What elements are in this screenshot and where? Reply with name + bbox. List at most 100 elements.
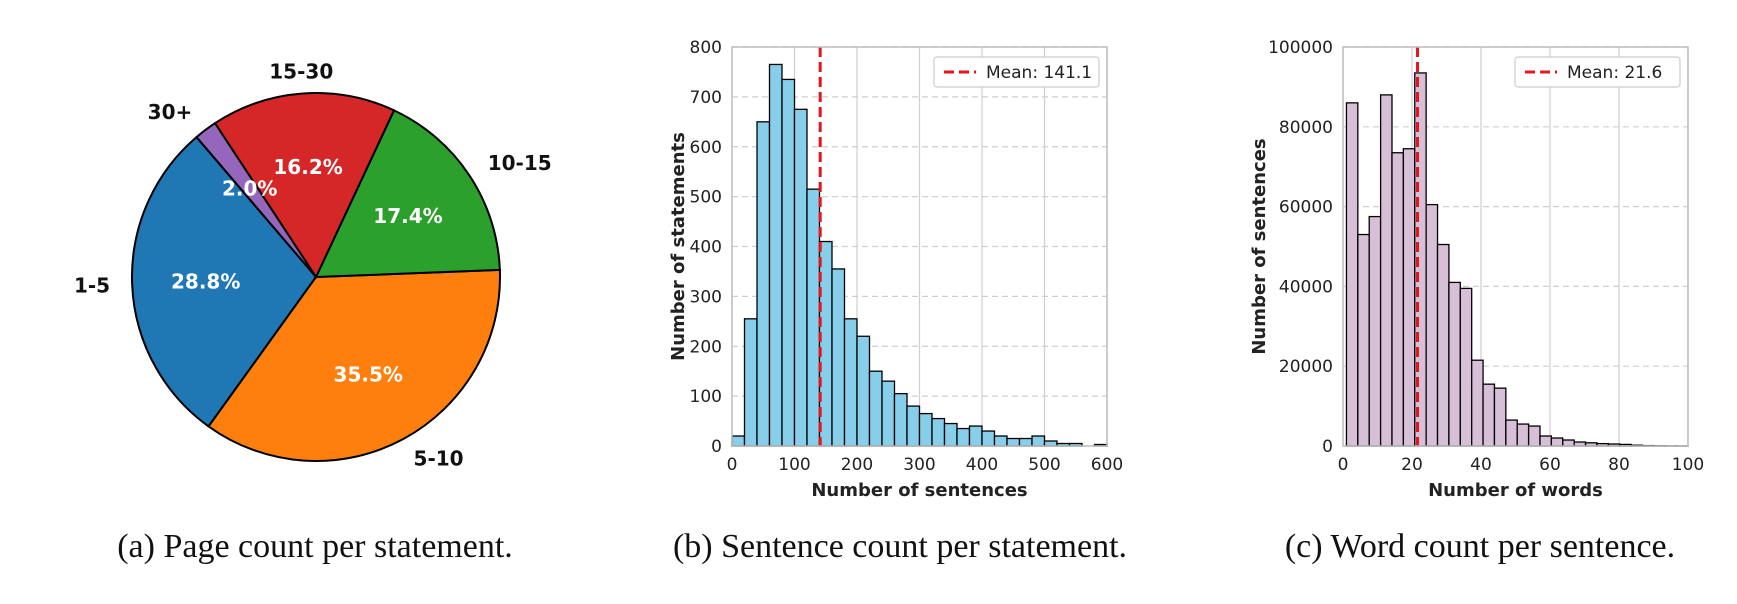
bar — [1562, 439, 1575, 447]
y-tick-label: 200 — [690, 337, 722, 357]
x-tick-label: 40 — [1470, 455, 1492, 475]
y-tick-label: 40000 — [1279, 277, 1333, 297]
pie-pct-1-5: 28.8% — [171, 270, 240, 294]
y-axis-label: Number of statements — [668, 132, 689, 361]
bar — [856, 335, 871, 447]
y-tick-label: 0 — [711, 437, 722, 457]
bar — [1031, 435, 1046, 447]
x-tick-label: 60 — [1539, 455, 1561, 475]
bar — [1516, 423, 1530, 447]
x-tick-label: 80 — [1608, 455, 1630, 475]
pie-pct-10-15: 17.4% — [373, 204, 442, 228]
bar — [806, 188, 821, 447]
y-tick-label: 700 — [690, 88, 722, 108]
y-tick-label: 800 — [690, 38, 722, 58]
bar — [781, 78, 796, 447]
bar — [743, 318, 758, 447]
x-tick-label: 600 — [1091, 455, 1123, 475]
bar — [843, 318, 858, 447]
caption-a: (a) Page count per statement. — [117, 528, 513, 565]
x-tick-label: 500 — [1028, 455, 1060, 475]
bar — [1391, 152, 1405, 447]
bar — [1459, 287, 1473, 447]
x-tick-label: 0 — [727, 455, 738, 475]
x-tick-label: 100 — [1672, 455, 1704, 475]
bar — [1550, 437, 1564, 447]
bar — [768, 63, 783, 447]
x-tick-label: 100 — [778, 455, 810, 475]
pie-slice-1-5 — [131, 135, 318, 428]
bar — [1539, 435, 1553, 447]
pie-slice-15-30 — [213, 92, 396, 280]
bar — [1402, 148, 1416, 447]
bar — [1368, 215, 1382, 447]
pie-slice-10-15 — [314, 109, 501, 279]
y-tick-label: 500 — [690, 188, 722, 208]
x-axis-label: Number of sentences — [811, 480, 1027, 501]
y-tick-label: 20000 — [1279, 357, 1333, 377]
bar — [1493, 387, 1507, 447]
bar — [1436, 243, 1450, 447]
bar — [868, 370, 883, 447]
x-tick-label: 400 — [966, 455, 998, 475]
x-axis-label: Number of words — [1428, 480, 1603, 501]
pie-pct-5-10: 35.5% — [334, 362, 403, 386]
caption-b: (b) Sentence count per statement. — [672, 528, 1128, 565]
bar — [1425, 203, 1439, 447]
bar — [881, 380, 896, 447]
legend-box — [1514, 56, 1681, 88]
bar — [893, 392, 908, 447]
pie-slice-30+ — [195, 121, 317, 278]
bar — [1006, 437, 1021, 447]
y-tick-label: 80000 — [1279, 118, 1333, 138]
pie-label-5-10: 5-10 — [414, 447, 464, 471]
bar — [993, 435, 1008, 447]
bar — [1482, 383, 1496, 447]
bar — [1357, 233, 1370, 447]
bar — [831, 268, 846, 447]
pie-slice-5-10 — [207, 268, 501, 462]
x-tick-label: 0 — [1338, 455, 1349, 475]
bar — [906, 405, 921, 447]
bar — [1018, 437, 1033, 447]
legend-label: Mean: 141.1 — [986, 63, 1092, 83]
pie-label-1-5: 1-5 — [74, 274, 110, 298]
bar — [756, 121, 771, 447]
bar — [1527, 425, 1541, 447]
x-tick-label: 200 — [841, 455, 873, 475]
bar — [981, 430, 996, 447]
pie-label-30+: 30+ — [148, 100, 193, 124]
pie-pct-15-30: 16.2% — [273, 155, 342, 179]
bar — [968, 425, 983, 447]
y-tick-label: 100 — [690, 387, 722, 407]
bar — [1505, 419, 1518, 447]
pie-chart: 28.8% 1-5 35.5% 5-10 17.4% 10-15 16.2% 15-30 2.0… — [74, 59, 552, 470]
plot-frame — [731, 46, 1108, 447]
bar — [918, 412, 933, 447]
bar — [931, 417, 946, 447]
y-tick-label: 0 — [1322, 437, 1333, 457]
y-tick-label: 60000 — [1279, 198, 1333, 218]
bar — [1448, 281, 1461, 447]
bar — [956, 427, 971, 447]
pie-pct-30+: 2.0% — [222, 177, 277, 201]
y-tick-label: 100000 — [1268, 38, 1333, 58]
bar — [1379, 94, 1393, 447]
bar — [793, 108, 808, 447]
bar — [943, 422, 958, 447]
sentence-histogram: 0 100 200 300 400 500 600 0 100 200 300 400 500 600 70… — [668, 38, 1123, 501]
legend-box — [933, 56, 1100, 88]
legend-label: Mean: 21.6 — [1567, 63, 1662, 83]
caption-c: (c) Word count per sentence. — [1284, 528, 1676, 565]
pie-label-10-15: 10-15 — [488, 151, 552, 175]
y-tick-label: 300 — [690, 287, 722, 307]
bar — [1471, 359, 1484, 447]
word-histogram: 0 20 40 60 80 100 0 20000 40000 60000 80000 100000 N… — [1249, 38, 1704, 501]
y-tick-label: 600 — [690, 138, 722, 158]
x-tick-label: 20 — [1401, 455, 1423, 475]
bar — [1345, 102, 1359, 447]
y-tick-label: 400 — [690, 238, 722, 258]
x-tick-label: 300 — [903, 455, 935, 475]
pie-label-15-30: 15-30 — [269, 59, 333, 83]
